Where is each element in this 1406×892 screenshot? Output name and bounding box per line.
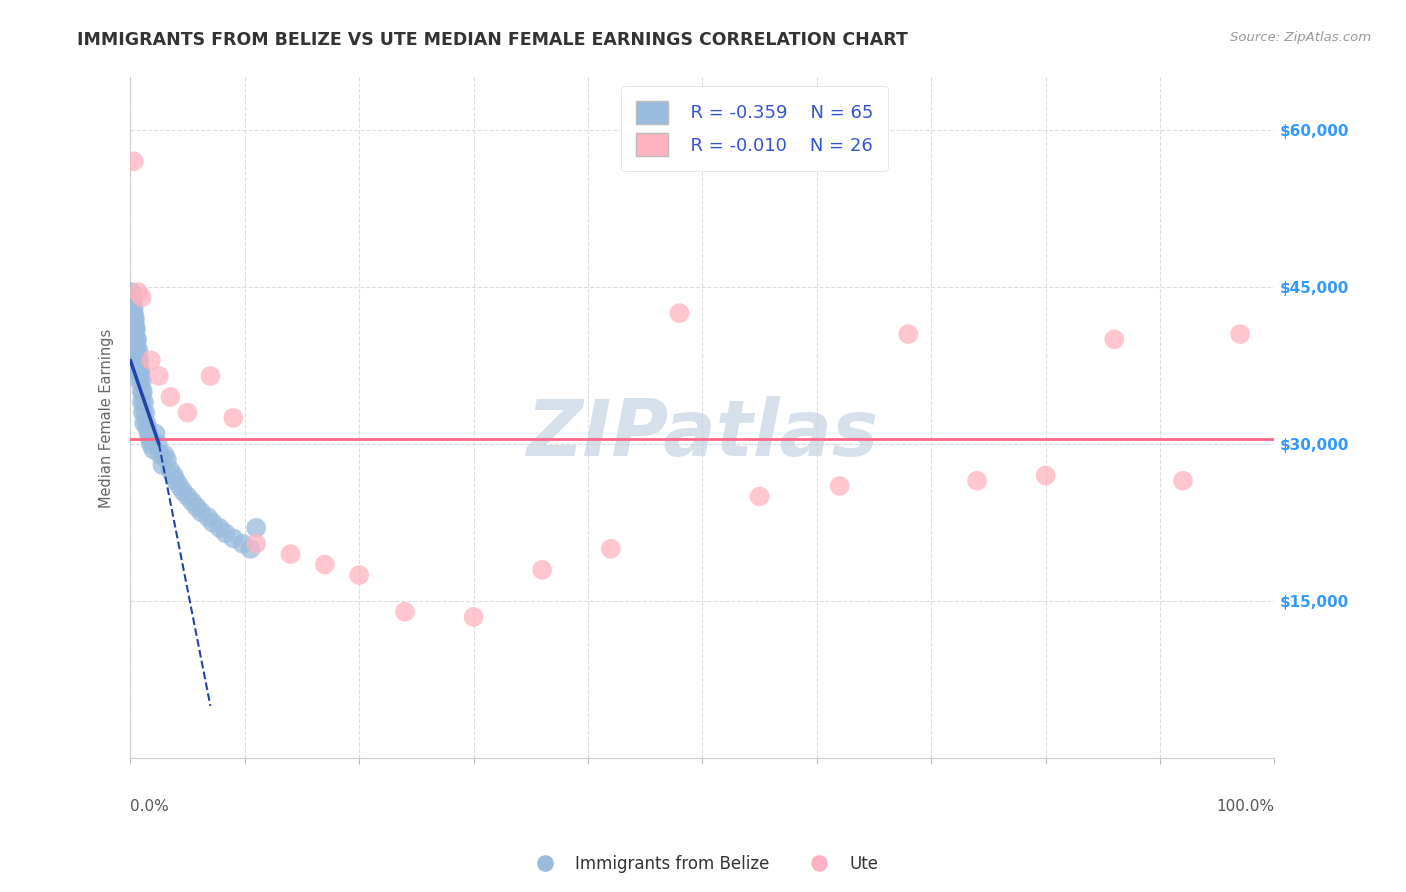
Point (153, 448, 176, 462)
Point (200, 369, 222, 384)
Point (128, 374, 150, 388)
Point (1171, 474, 1194, 488)
Point (129, 369, 152, 384)
Point (463, 610, 485, 624)
Point (966, 474, 988, 488)
Point (165, 474, 187, 488)
Point (124, 327, 146, 342)
Legend:   R = -0.359    N = 65,   R = -0.010    N = 26: R = -0.359 N = 65, R = -0.010 N = 26 (621, 87, 887, 170)
Text: 100.0%: 100.0% (1216, 799, 1274, 814)
Point (127, 359, 149, 373)
Point (186, 500, 208, 514)
Point (136, 421, 159, 435)
Y-axis label: Median Female Earnings: Median Female Earnings (100, 328, 114, 508)
Point (132, 395, 155, 409)
Point (163, 468, 186, 483)
Point (132, 406, 155, 420)
Point (159, 390, 181, 404)
Point (599, 541, 621, 556)
Point (159, 463, 181, 477)
Point (169, 479, 191, 493)
Point (125, 337, 148, 351)
Point (127, 285, 149, 300)
Point (145, 426, 167, 441)
Point (156, 452, 179, 467)
Point (176, 490, 198, 504)
Point (125, 332, 148, 346)
Point (394, 605, 416, 619)
Point (222, 410, 245, 425)
Point (1229, 327, 1251, 342)
Point (131, 384, 153, 399)
Point (121, 295, 143, 310)
Point (149, 448, 172, 462)
Point (124, 322, 146, 336)
Point (150, 458, 173, 472)
Point (176, 406, 198, 420)
Point (531, 563, 554, 577)
Point (135, 416, 157, 430)
Point (208, 521, 231, 535)
Point (132, 384, 155, 399)
Point (138, 426, 160, 441)
Point (668, 306, 690, 320)
Point (128, 364, 150, 378)
Point (132, 416, 155, 430)
Point (121, 285, 143, 300)
Point (124, 317, 146, 331)
Point (131, 374, 153, 388)
Point (121, 311, 143, 326)
Point (245, 536, 267, 550)
Point (125, 322, 148, 336)
Point (748, 490, 770, 504)
Text: ZIPatlas: ZIPatlas (526, 396, 879, 472)
Point (127, 332, 149, 346)
Point (122, 154, 145, 169)
Point (127, 353, 149, 368)
Point (172, 484, 194, 499)
Point (122, 301, 145, 315)
Point (134, 406, 156, 420)
Point (129, 364, 152, 378)
Text: IMMIGRANTS FROM BELIZE VS UTE MEDIAN FEMALE EARNINGS CORRELATION CHART: IMMIGRANTS FROM BELIZE VS UTE MEDIAN FEM… (77, 31, 908, 49)
Point (142, 442, 165, 457)
Point (139, 432, 162, 446)
Point (131, 290, 153, 304)
Legend: Immigrants from Belize, Ute: Immigrants from Belize, Ute (522, 848, 884, 880)
Point (314, 558, 336, 572)
Point (197, 510, 219, 524)
Point (1104, 332, 1126, 346)
Point (239, 541, 262, 556)
Point (121, 301, 143, 315)
Point (127, 343, 149, 357)
Point (122, 306, 145, 320)
Text: 0.0%: 0.0% (131, 799, 169, 814)
Point (127, 348, 149, 362)
Point (214, 526, 236, 541)
Point (125, 343, 148, 357)
Point (231, 536, 253, 550)
Point (190, 505, 212, 519)
Point (148, 369, 170, 384)
Point (139, 353, 162, 368)
Text: Source: ZipAtlas.com: Source: ZipAtlas.com (1230, 31, 1371, 45)
Point (128, 353, 150, 368)
Point (122, 311, 145, 326)
Point (131, 395, 153, 409)
Point (897, 327, 920, 342)
Point (124, 311, 146, 326)
Point (222, 532, 245, 546)
Point (122, 322, 145, 336)
Point (121, 290, 143, 304)
Point (127, 364, 149, 378)
Point (181, 494, 204, 508)
Point (139, 437, 162, 451)
Point (201, 516, 224, 530)
Point (828, 479, 851, 493)
Point (347, 568, 370, 582)
Point (146, 437, 169, 451)
Point (1035, 468, 1057, 483)
Point (245, 521, 267, 535)
Point (280, 547, 302, 561)
